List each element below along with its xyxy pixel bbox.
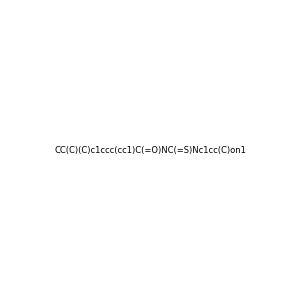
Text: CC(C)(C)c1ccc(cc1)C(=O)NC(=S)Nc1cc(C)on1: CC(C)(C)c1ccc(cc1)C(=O)NC(=S)Nc1cc(C)on1 <box>54 146 246 154</box>
